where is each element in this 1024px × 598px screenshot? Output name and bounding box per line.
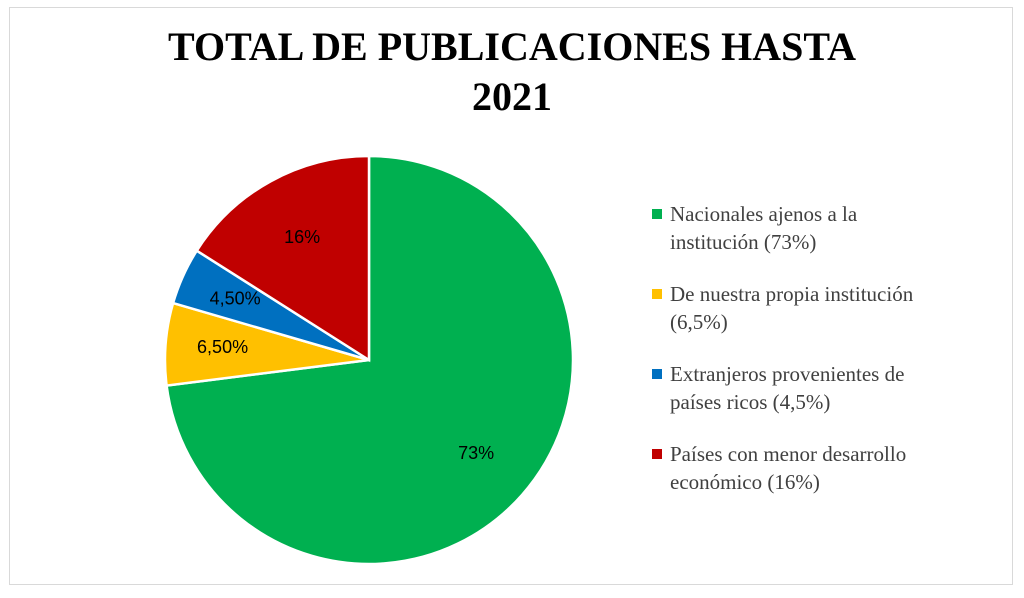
legend-item-propia-institucion: De nuestra propia institución (6,5%): [652, 280, 992, 336]
legend-item-nacionales: Nacionales ajenos a la institución (73%): [652, 200, 992, 256]
legend-label-line: Países con menor desarrollo: [670, 442, 907, 466]
data-label: 16%: [284, 227, 320, 247]
legend-swatch: [652, 449, 662, 459]
legend-label-line: Nacionales ajenos a la: [670, 202, 858, 226]
legend-label-line: Extranjeros provenientes de: [670, 362, 905, 386]
legend-label-line: económico (16%): [670, 470, 820, 494]
chart-title-line-1: TOTAL DE PUBLICACIONES HASTA: [168, 24, 856, 69]
legend-swatch: [652, 209, 662, 219]
data-label: 6,50%: [197, 337, 248, 357]
pie-slices: [163, 154, 575, 566]
legend-label-line: De nuestra propia institución: [670, 282, 914, 306]
data-label: 73%: [458, 443, 494, 463]
legend-item-menor-desarrollo: Países con menor desarrollo económico (1…: [652, 440, 992, 496]
legend-item-extranjeros: Extranjeros provenientes de países ricos…: [652, 360, 992, 416]
chart-title: TOTAL DE PUBLICACIONES HASTA 2021: [0, 22, 1024, 122]
legend-swatch: [652, 289, 662, 299]
legend-label-line: países ricos (4,5%): [670, 390, 831, 414]
legend-label-line: (6,5%): [670, 310, 728, 334]
legend-swatch: [652, 369, 662, 379]
data-label: 4,50%: [210, 288, 261, 308]
chart-title-line-2: 2021: [472, 74, 552, 119]
pie-data-labels: 73% 6,50% 4,50% 16%: [197, 227, 494, 463]
legend: Nacionales ajenos a la institución (73%)…: [652, 200, 992, 520]
pie-slice-menor-desarrollo: [195, 154, 371, 363]
legend-label-line: institución (73%): [670, 230, 817, 254]
